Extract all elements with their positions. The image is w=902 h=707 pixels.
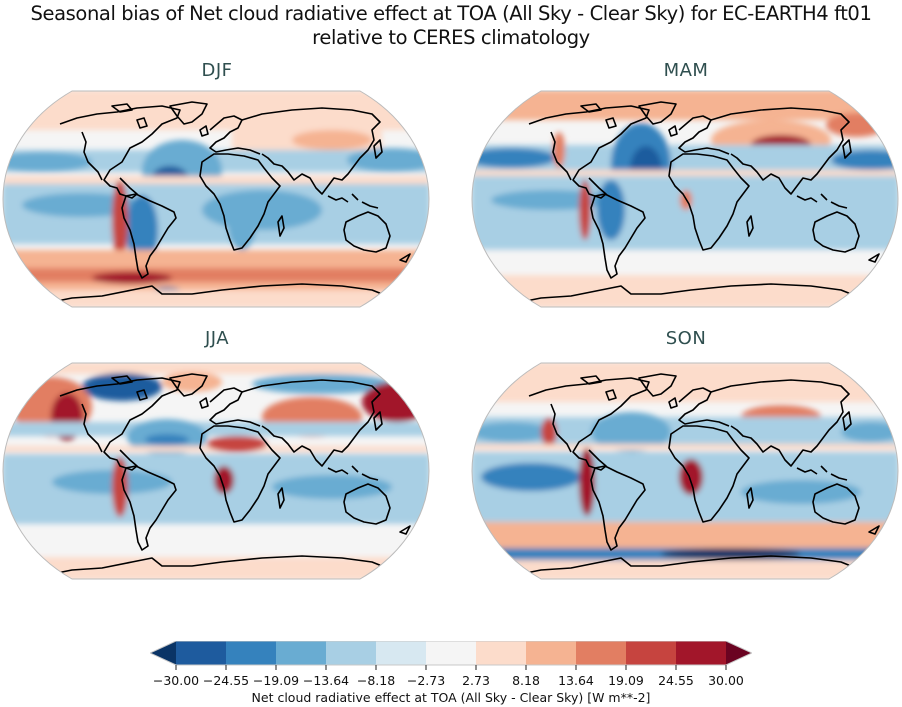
colorbar (150, 641, 752, 670)
colorbar-tick-label: 8.18 (512, 673, 540, 688)
colorbar-swatch (526, 641, 577, 665)
colorbar-tick-labels: −30.00 −24.55 −19.09 −13.64 −8.18 −2.73 2.73 8.… (0, 673, 902, 689)
figure-title-line2: relative to CERES climatology (312, 26, 590, 49)
colorbar-swatches (150, 641, 752, 670)
colorbar-tick-label: 13.64 (558, 673, 594, 688)
map-mam (471, 90, 899, 308)
panel-title-son: SON (665, 328, 707, 349)
colorbar-tick-label: 19.09 (608, 673, 644, 688)
colorbar-under-arrow (150, 641, 176, 665)
colorbar-swatch (176, 641, 227, 665)
colorbar-swatch (226, 641, 277, 665)
colorbar-tick-label: 2.73 (462, 673, 490, 688)
colorbar-swatch (676, 641, 727, 665)
colorbar-tick-label: −19.09 (252, 673, 300, 688)
colorbar-swatch (276, 641, 327, 665)
figure-title: Seasonal bias of Net cloud radiative eff… (0, 2, 902, 50)
colorbar-tick-label: 30.00 (708, 673, 744, 688)
panel-title-mam: MAM (663, 60, 709, 81)
colorbar-tick-label: −24.55 (202, 673, 250, 688)
figure-title-line1: Seasonal bias of Net cloud radiative eff… (30, 2, 872, 25)
colorbar-tick-label: −2.73 (406, 673, 446, 688)
colorbar-tick-label: −30.00 (152, 673, 200, 688)
map-jja (2, 362, 430, 580)
map-djf (2, 90, 430, 308)
colorbar-tick-label: 24.55 (658, 673, 694, 688)
colorbar-swatch (476, 641, 527, 665)
colorbar-tick-label: −13.64 (302, 673, 350, 688)
colorbar-over-arrow (726, 641, 752, 665)
panel-title-djf: DJF (201, 60, 233, 81)
colorbar-swatch (426, 641, 477, 665)
colorbar-swatch (576, 641, 627, 665)
colorbar-tick-label: −8.18 (356, 673, 396, 688)
panel-title-jja: JJA (204, 328, 230, 349)
colorbar-swatch (626, 641, 677, 665)
colorbar-swatch (326, 641, 377, 665)
map-son (471, 362, 899, 580)
colorbar-swatch (376, 641, 427, 665)
colorbar-label: Net cloud radiative effect at TOA (All S… (251, 690, 651, 705)
